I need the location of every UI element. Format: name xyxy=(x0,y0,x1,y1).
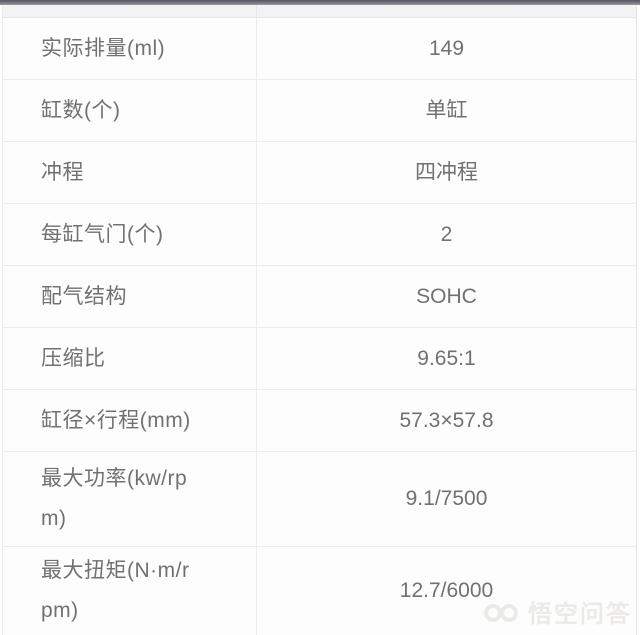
spec-row-compression-ratio: 压缩比 9.65:1 xyxy=(3,328,636,390)
spec-value: 9.1/7500 xyxy=(405,487,488,510)
spec-label: 缸径×行程(mm) xyxy=(3,390,257,451)
spec-label: 最大扭矩(N·m/r pm) xyxy=(3,547,257,635)
spec-value: 2 xyxy=(440,222,453,246)
spec-value: 9.65:1 xyxy=(417,346,476,370)
spec-row-displacement: 实际排量(ml) 149 xyxy=(3,18,636,80)
spec-label: 压缩比 xyxy=(3,328,257,389)
spec-value: 单缸 xyxy=(425,98,468,122)
spec-row-max-power: 最大功率(kw/rp m) 9.1/7500 xyxy=(3,452,636,547)
spec-value: 57.3×57.8 xyxy=(399,408,494,432)
spec-label: 最大功率(kw/rp m) xyxy=(3,452,257,546)
spec-value: 149 xyxy=(428,36,465,60)
spec-row-stroke-type: 冲程 四冲程 xyxy=(3,142,636,204)
spec-row-cylinders: 缸数(个) 单缸 xyxy=(3,80,636,142)
spec-table: 实际排量(ml) 149 缸数(个) 单缸 冲程 四冲程 每缸气门(个) 2 配… xyxy=(2,5,637,635)
spec-row-valves-per-cylinder: 每缸气门(个) 2 xyxy=(3,204,636,266)
spec-row-bore-stroke: 缸径×行程(mm) 57.3×57.8 xyxy=(3,390,636,452)
spec-value: SOHC xyxy=(416,284,477,308)
spec-label: 冲程 xyxy=(3,142,257,203)
spec-label: 实际排量(ml) xyxy=(3,18,257,79)
spec-row-valvetrain: 配气结构 SOHC xyxy=(3,266,636,328)
header-remnant-label-cell xyxy=(3,5,257,17)
spec-label: 配气结构 xyxy=(3,266,257,327)
spec-label: 每缸气门(个) xyxy=(3,204,257,265)
spec-label: 缸数(个) xyxy=(3,80,257,141)
spec-value: 12.7/6000 xyxy=(399,579,494,602)
top-dark-bar xyxy=(0,0,640,5)
spec-row-max-torque: 最大扭矩(N·m/r pm) 12.7/6000 xyxy=(3,547,636,635)
spec-value: 四冲程 xyxy=(415,160,478,184)
table-header-remnant xyxy=(3,5,636,18)
header-remnant-value-cell xyxy=(257,5,636,17)
